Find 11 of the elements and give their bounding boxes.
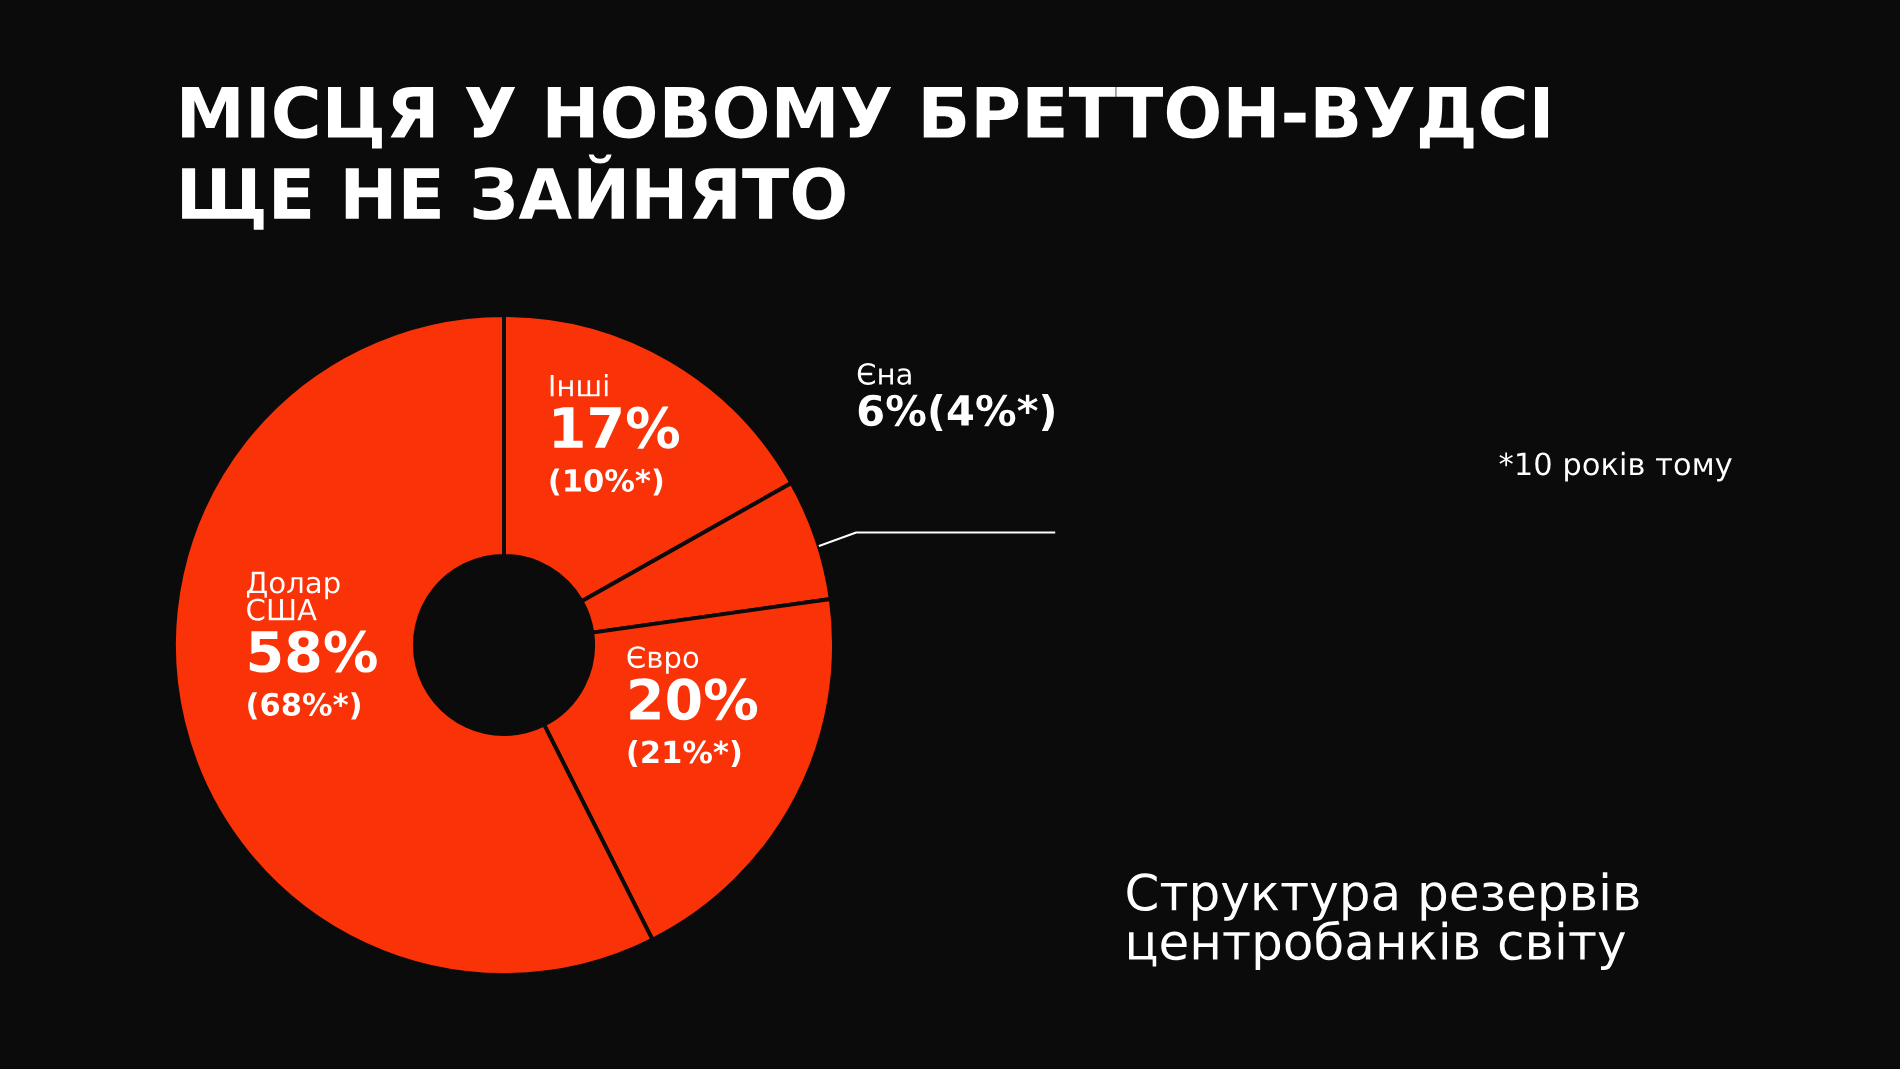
text: Структура резервів центробанків світу	[1127, 872, 1639, 970]
text: *10 років тому	[1499, 451, 1732, 482]
data-label: 20% (21%*)	[628, 678, 758, 768]
data-label: 17% (10%*)	[550, 406, 680, 496]
data-label: 58% (68%*)	[248, 630, 377, 720]
slice-label: Долар США	[246, 571, 340, 621]
chart-title: МІСЦЯ У НОВОМУ БРЕТТОН-ВУДСІ ЩЕ НЕ ЗАЙНЯТО	[182, 86, 1549, 230]
slice-label: Єна	[857, 362, 911, 385]
slice-label: Інші	[550, 374, 608, 397]
data-label: 6%(4%*)	[858, 393, 1054, 432]
slice-label: Євро	[627, 646, 699, 674]
